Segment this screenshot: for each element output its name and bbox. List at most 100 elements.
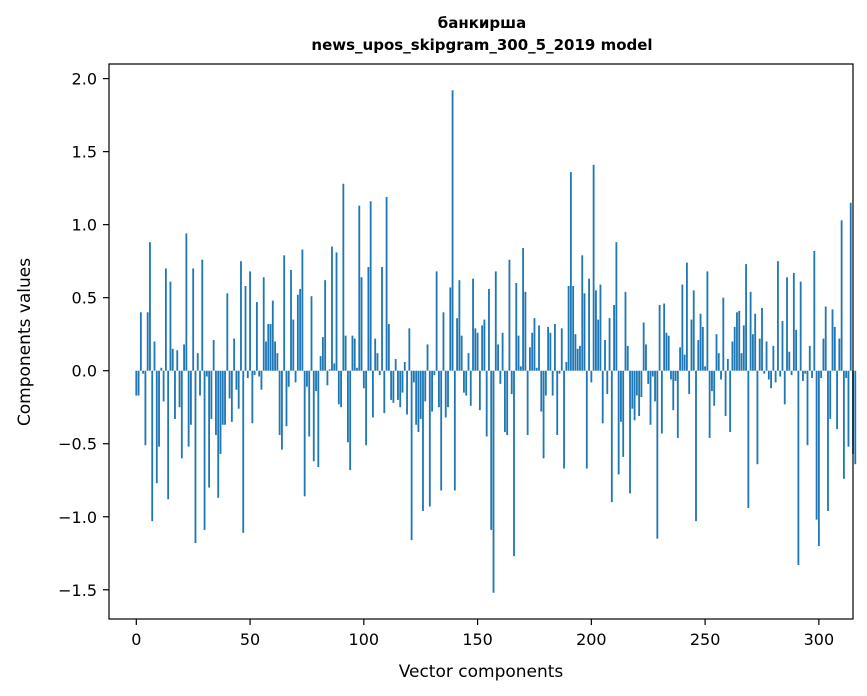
bar (729, 370, 732, 433)
bar (294, 370, 297, 383)
bar (820, 370, 823, 379)
bar (515, 283, 518, 371)
bar (667, 335, 670, 371)
bar (711, 370, 713, 392)
bar (745, 264, 747, 371)
bar (695, 370, 697, 522)
bar (804, 370, 807, 374)
bar (529, 347, 531, 371)
bar (763, 370, 766, 374)
bar (822, 338, 825, 371)
x-tick-label: 250 (690, 630, 721, 649)
bar (255, 302, 258, 371)
bar (638, 370, 641, 416)
bar (476, 332, 479, 371)
bar (503, 370, 506, 433)
bar (783, 370, 786, 405)
bar (758, 338, 761, 371)
bar (351, 335, 354, 371)
bar (242, 370, 245, 533)
bar (422, 370, 424, 511)
bar (724, 370, 727, 416)
bar (403, 361, 406, 371)
bar (754, 313, 757, 371)
bar (438, 370, 440, 408)
bar (458, 280, 461, 371)
bar (485, 370, 488, 437)
bar (786, 277, 788, 371)
bar (299, 288, 302, 371)
bar (492, 370, 495, 593)
bar (383, 370, 386, 414)
bar (235, 370, 238, 390)
bar (765, 341, 768, 371)
bar (367, 267, 370, 371)
bar (538, 325, 540, 371)
bar (164, 268, 167, 371)
bar (221, 370, 224, 425)
bar (374, 338, 377, 371)
bar (258, 370, 261, 377)
bar (795, 329, 798, 371)
bar (312, 370, 315, 462)
bar (551, 370, 554, 396)
bar (317, 370, 320, 468)
bar (328, 369, 331, 371)
bar (253, 370, 256, 376)
bar (205, 370, 208, 377)
bar (665, 332, 668, 371)
bar (569, 172, 572, 371)
bar (526, 370, 529, 435)
bar (833, 326, 836, 371)
bar (417, 370, 420, 433)
bar (747, 370, 750, 508)
bar (210, 370, 213, 419)
bar (836, 370, 838, 430)
bar (453, 370, 456, 491)
x-axis-label: Vector components (399, 662, 564, 682)
bar (344, 335, 347, 371)
bar (640, 370, 643, 397)
y-axis: −1.5 −1.0 −0.5 0.0 0.5 1.0 1.5 2.0 (58, 70, 109, 600)
bar (615, 242, 618, 371)
bar (303, 370, 306, 497)
bar (401, 370, 404, 393)
bar (262, 277, 265, 371)
bar (497, 344, 499, 371)
bar (740, 353, 743, 371)
bar (251, 370, 254, 424)
bar (854, 370, 857, 465)
bar (733, 326, 736, 371)
bar (356, 367, 358, 371)
bar (722, 297, 725, 371)
bar (290, 269, 292, 371)
bar (433, 370, 436, 376)
bar (281, 370, 283, 450)
bar (217, 370, 220, 498)
bar (155, 370, 158, 484)
bar (180, 370, 183, 459)
bar (346, 370, 349, 443)
bar (387, 323, 390, 371)
bar (135, 370, 138, 396)
bar (686, 262, 688, 371)
bar (447, 370, 449, 408)
bar (274, 341, 276, 371)
bar (683, 354, 686, 371)
bar (269, 323, 272, 371)
bar (831, 309, 834, 371)
chart-subtitle: news_upos_skipgram_300_5_2019 model (311, 36, 652, 54)
bar (556, 370, 559, 435)
bar (522, 248, 524, 371)
bar (679, 347, 681, 371)
bar (513, 370, 515, 557)
bar (533, 318, 536, 371)
bar (510, 370, 513, 395)
bar (656, 370, 659, 539)
bar (321, 337, 324, 371)
bar-series (135, 90, 857, 593)
bar (620, 370, 622, 422)
bar (153, 341, 156, 371)
bar (738, 310, 741, 371)
x-tick-label: 100 (349, 630, 380, 649)
